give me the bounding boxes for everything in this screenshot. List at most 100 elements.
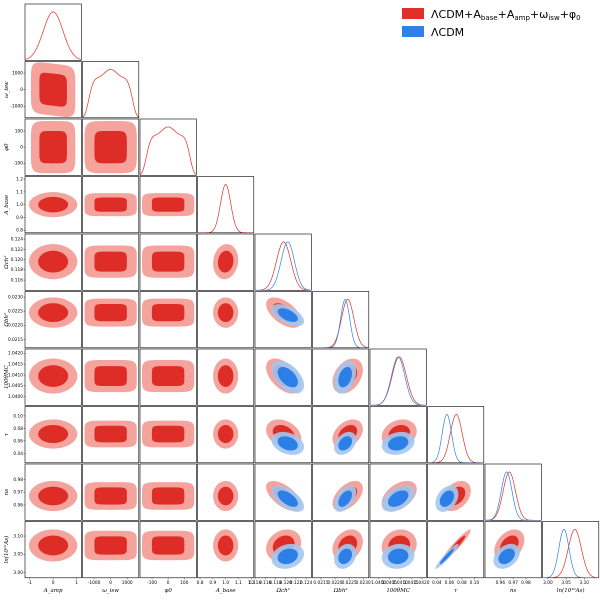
y-tick-label: 0.97 xyxy=(13,490,23,496)
y-tick-label: 0.124 xyxy=(11,237,24,243)
y-tick-label: 0.04 xyxy=(13,451,23,457)
panel-tau-vs-omega_b xyxy=(312,406,370,464)
y-tick-label: 0.0215 xyxy=(8,337,23,343)
contour-68-extended xyxy=(217,486,234,506)
contour-68-lcdm xyxy=(277,490,298,507)
contour-68-extended xyxy=(39,130,67,164)
contour-68-extended xyxy=(38,303,69,323)
contour-68-extended xyxy=(94,366,127,387)
panel-tau-vs-A_base xyxy=(197,406,255,464)
y-axis-label-tau: τ xyxy=(4,432,10,436)
contour-68-extended xyxy=(151,487,185,505)
x-tick-label: 0.0220 xyxy=(327,580,342,586)
x-tick-label: 0.120 xyxy=(280,580,293,586)
density-lcdm-tau xyxy=(427,414,484,463)
density-lcdm-logA xyxy=(542,529,599,578)
y-tick-label: 0.06 xyxy=(13,438,23,444)
y-tick-label: 3.10 xyxy=(13,533,23,539)
legend-swatch-lcdm xyxy=(402,26,424,37)
y-tick-label: 0.0220 xyxy=(8,323,23,329)
x-tick-label: 0 xyxy=(109,580,112,586)
x-tick-label: 0.06 xyxy=(445,580,455,586)
y-axis-label-omega_c: Ωch² xyxy=(3,255,10,269)
panel-theta-vs-theta xyxy=(369,348,427,406)
panel-ns-vs-A_base xyxy=(197,463,255,521)
panel-tau-vs-theta xyxy=(369,406,427,464)
x-tick-label: 0.04 xyxy=(432,580,442,586)
panel-frame xyxy=(369,348,427,406)
panel-omega_b-vs-omega_c xyxy=(254,291,312,349)
panel-frame xyxy=(24,3,82,61)
panel-frame xyxy=(197,176,255,234)
x-tick-label: 0.0230 xyxy=(356,580,371,586)
x-axis-label-A_base: A_base xyxy=(215,588,236,594)
x-tick-label: 1000 xyxy=(122,580,133,586)
panel-phi0-vs-A_amp: -100 0 100 φ0 xyxy=(4,118,82,176)
y-tick-label: 1.0 xyxy=(16,202,23,208)
panel-tau-vs-A_amp: 0.04 0.06 0.08 0.10 τ xyxy=(4,406,82,464)
panel-logA-vs-tau: 0.04 0.06 0.08 0.10 τ xyxy=(427,521,485,594)
panel-frame xyxy=(139,118,197,176)
legend: ΛCDM+Abase+Aamp+ωisw+φ0 ΛCDM xyxy=(402,8,581,39)
x-tick-label: 1.0420 xyxy=(414,580,429,586)
contour-68-extended xyxy=(217,365,234,387)
x-tick-label: 1.0405 xyxy=(382,580,397,586)
contour-68-lcdm xyxy=(338,548,352,565)
contour-68-extended xyxy=(38,250,69,273)
panel-tau-vs-omega_isw xyxy=(82,406,140,464)
x-tick-label: 0 xyxy=(167,580,170,586)
x-tick-label: 0.114 xyxy=(249,580,262,586)
x-axis-label-ns: ns xyxy=(510,588,517,594)
panel-A_base-vs-phi0 xyxy=(139,176,197,234)
x-axis-label-omega_c: Ωch² xyxy=(275,587,289,594)
x-tick-label: 0.0225 xyxy=(342,580,357,586)
panel-omega_c-vs-omega_c xyxy=(254,233,312,291)
contour-68-lcdm xyxy=(439,490,455,507)
y-tick-label: 0.118 xyxy=(11,267,24,273)
x-tick-label: 1.1 xyxy=(235,580,242,586)
contour-68-lcdm xyxy=(338,436,352,451)
x-axis-label-omega_b: Ωbh² xyxy=(333,587,348,594)
legend-label-extended: ΛCDM+Abase+Aamp+ωisw+φ0 xyxy=(431,8,581,22)
y-tick-label: 0.8 xyxy=(16,228,23,234)
panel-logA-vs-omega_b: 0.0215 0.0220 0.0225 0.0230 Ωbh² xyxy=(312,521,371,594)
y-tick-label: 0.10 xyxy=(13,413,23,419)
y-tick-label: 1000 xyxy=(12,70,23,76)
contour-68-extended xyxy=(94,536,127,555)
x-axis-label-phi0: φ0 xyxy=(164,588,172,594)
x-axis-label-theta: 100θMC xyxy=(386,588,410,594)
y-axis-label-ns: ns xyxy=(4,489,10,496)
panel-A_amp-vs-A_amp xyxy=(24,3,82,61)
legend-swatch-extended xyxy=(402,8,424,19)
x-axis-label-omega_isw: ω_isw xyxy=(102,588,119,594)
panel-logA-vs-A_base: 0.8 0.9 1.0 1.1 1.2 A_base xyxy=(197,521,255,594)
y-tick-label: 0 xyxy=(20,87,23,93)
y-tick-label: 1.0405 xyxy=(8,383,23,389)
contour-68-extended xyxy=(94,425,127,443)
y-axis-label-A_base: A_base xyxy=(4,194,10,215)
contour-68-extended xyxy=(151,425,185,443)
contour-68-extended xyxy=(38,424,69,444)
contour-68-lcdm xyxy=(439,548,455,565)
x-tick-label: 0.124 xyxy=(300,580,313,586)
contour-68-extended xyxy=(217,303,234,323)
y-tick-label: 0.96 xyxy=(13,502,23,508)
contour-68-extended xyxy=(151,303,185,322)
x-tick-label: 0.96 xyxy=(496,580,506,586)
y-tick-label: -100 xyxy=(13,161,23,167)
density-extended-omega_c xyxy=(255,241,312,291)
contour-68-extended xyxy=(151,536,185,555)
y-tick-label: 1.0415 xyxy=(8,362,23,368)
x-axis-label-logA: ln(10¹⁰As) xyxy=(557,587,585,594)
contour-68-extended xyxy=(94,251,127,272)
density-lcdm-theta xyxy=(370,356,427,406)
x-tick-label: 0.0215 xyxy=(313,580,328,586)
y-tick-label: 0.0225 xyxy=(8,309,23,315)
x-tick-label: 3.10 xyxy=(579,580,589,586)
y-tick-label: 3.05 xyxy=(13,552,23,558)
x-tick-label: 1.0415 xyxy=(404,580,419,586)
y-tick-label: 3.00 xyxy=(13,570,23,576)
contour-68-extended xyxy=(151,197,185,212)
